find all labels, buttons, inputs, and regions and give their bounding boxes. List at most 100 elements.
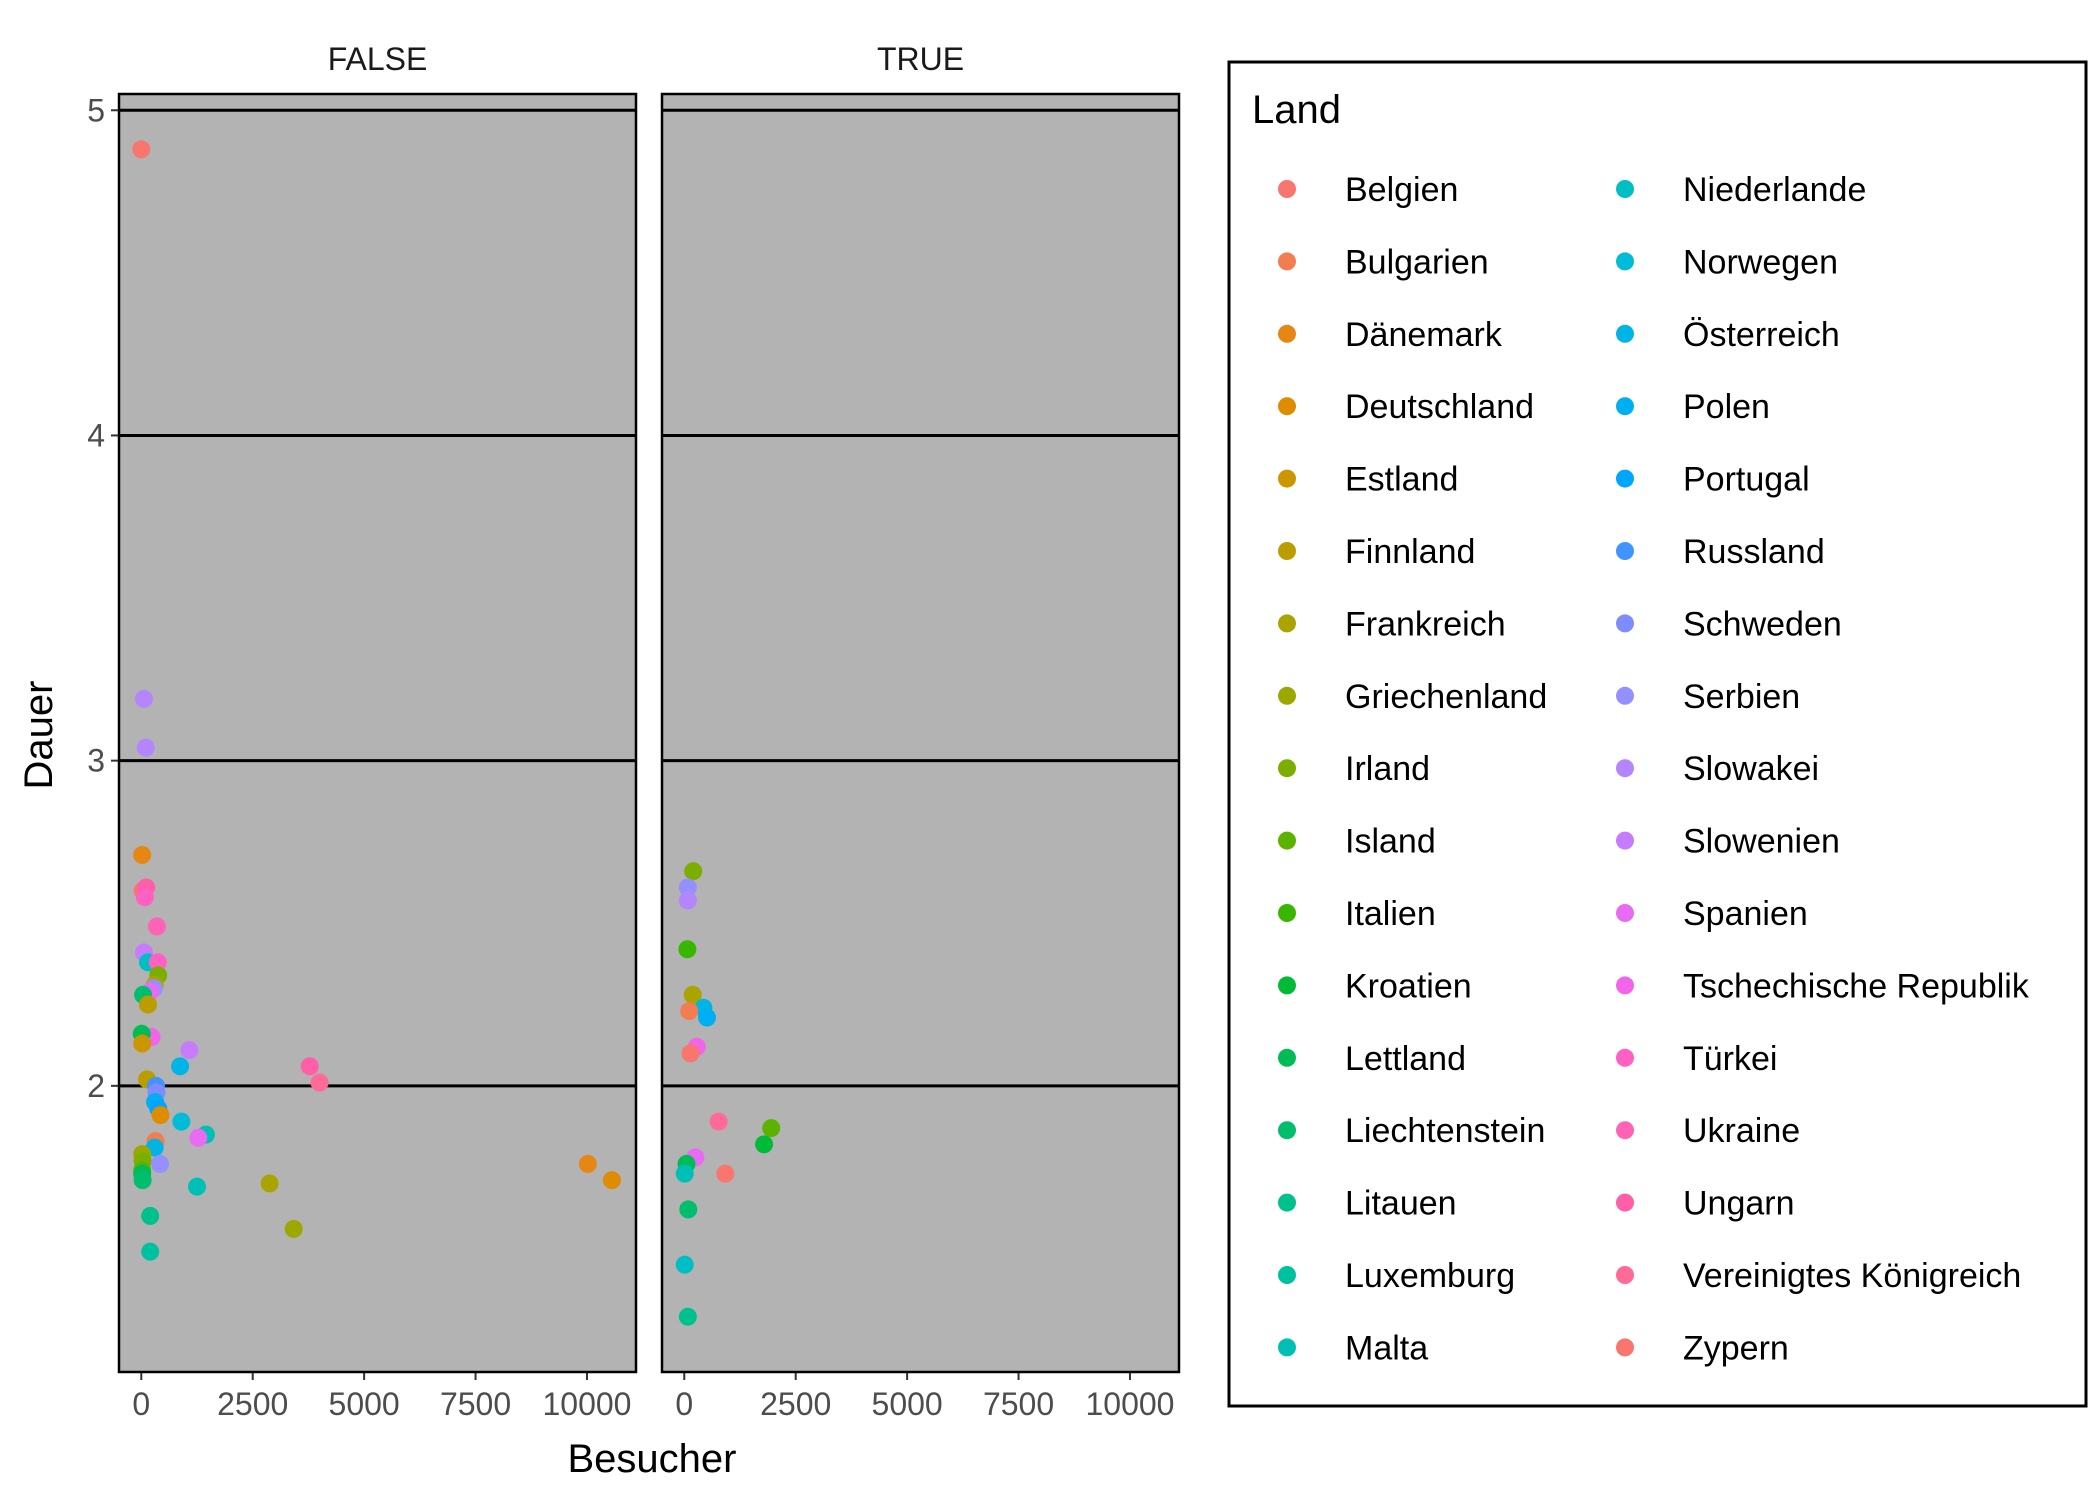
legend-key <box>1616 831 1634 850</box>
legend-item: Estland <box>1278 461 1458 499</box>
legend-item: Litauen <box>1278 1185 1457 1223</box>
data-point <box>680 1002 699 1021</box>
legend-key <box>1616 1266 1634 1284</box>
legend-key <box>1278 1266 1296 1284</box>
legend-item: Liechtenstein <box>1278 1112 1545 1150</box>
legend-item: Serbien <box>1616 678 1800 716</box>
legend-key <box>1278 1338 1296 1357</box>
x-tick-label: 0 <box>675 1386 693 1422</box>
legend-key <box>1278 831 1296 850</box>
legend-key <box>1616 1048 1634 1067</box>
data-point <box>136 738 155 757</box>
legend-label: Belgien <box>1345 171 1458 209</box>
legend-key <box>1616 252 1634 271</box>
legend-item: Österreich <box>1616 316 1840 354</box>
legend-item: Kroatien <box>1278 967 1472 1005</box>
legend-label: Slowenien <box>1683 823 1840 861</box>
data-point <box>189 1128 208 1147</box>
facet-strip-label: TRUE <box>877 41 964 77</box>
legend-item: Ungarn <box>1616 1185 1795 1223</box>
legend-key <box>1278 904 1296 922</box>
legend-item: Frankreich <box>1278 605 1506 643</box>
legend-item: Finnland <box>1278 533 1475 571</box>
legend-key <box>1278 252 1296 271</box>
legend-label: Norwegen <box>1683 243 1838 281</box>
legend-item: Niederlande <box>1616 171 1866 209</box>
legend-label: Frankreich <box>1345 605 1506 643</box>
panel-border <box>117 92 638 1374</box>
legend-key <box>1616 904 1634 922</box>
legend-key <box>1616 759 1634 778</box>
data-point <box>138 995 157 1014</box>
legend-label: Schweden <box>1683 605 1842 643</box>
x-tick-label: 2500 <box>217 1386 288 1422</box>
x-axis-label: Besucher <box>568 1437 737 1481</box>
legend-item: Slowakei <box>1616 750 1819 788</box>
data-point <box>171 1057 190 1076</box>
legend-label: Portugal <box>1683 461 1810 499</box>
data-point <box>755 1135 774 1154</box>
legend-key <box>1278 397 1296 416</box>
legend-key <box>1616 397 1634 416</box>
legend-key <box>1616 324 1634 343</box>
data-point <box>284 1219 303 1238</box>
x-tick-label: 5000 <box>329 1386 400 1422</box>
legend-label: Griechenland <box>1345 678 1547 716</box>
legend-item: Ukraine <box>1616 1112 1800 1150</box>
legend-label: Vereinigtes Königreich <box>1683 1257 2021 1295</box>
legend-key <box>1616 614 1634 633</box>
legend-label: Bulgarien <box>1345 243 1489 281</box>
legend-item: Vereinigtes Königreich <box>1616 1257 2021 1295</box>
legend-item: Schweden <box>1616 605 1842 643</box>
data-point <box>133 845 152 864</box>
facet-panel-false: FALSE 2 3 4 5 0 2500 5000 7500 10000 <box>87 41 638 1422</box>
legend-label: Irland <box>1345 750 1430 788</box>
legend-item: Griechenland <box>1278 678 1547 716</box>
data-point <box>300 1057 319 1076</box>
data-point <box>141 1206 160 1225</box>
legend-key <box>1616 542 1634 560</box>
legend-key <box>1278 180 1296 198</box>
data-point <box>135 888 154 907</box>
legend-label: Deutschland <box>1345 388 1534 426</box>
legend-label: Niederlande <box>1683 171 1866 209</box>
data-point <box>698 1008 717 1027</box>
legend-item: Slowenien <box>1616 823 1840 861</box>
data-point <box>678 1307 697 1326</box>
data-point <box>141 1242 160 1261</box>
data-point <box>578 1154 597 1173</box>
x-tick-label: 2500 <box>760 1386 831 1422</box>
data-point <box>260 1174 279 1193</box>
y-axis-label: Dauer <box>17 681 61 790</box>
legend-label: Russland <box>1683 533 1825 571</box>
x-tick-label: 10000 <box>1085 1386 1174 1422</box>
y-tick-label: 3 <box>87 743 105 779</box>
legend-key <box>1278 976 1296 995</box>
legend-key <box>1616 180 1634 198</box>
legend-item: Polen <box>1616 388 1770 426</box>
data-point <box>683 985 702 1004</box>
legend-label: Serbien <box>1683 678 1800 716</box>
data-point <box>151 1106 170 1125</box>
legend-label: Estland <box>1345 461 1458 499</box>
legend-item: Malta <box>1278 1329 1428 1367</box>
x-tick-label: 0 <box>132 1386 150 1422</box>
data-point <box>172 1112 191 1131</box>
facet-panels: FALSE 2 3 4 5 0 2500 5000 7500 10000 TRUE 0 2500 5000… <box>87 41 1181 1422</box>
data-point <box>180 1041 199 1060</box>
legend-key <box>1278 1048 1296 1067</box>
data-point <box>187 1177 206 1196</box>
y-tick-label: 2 <box>87 1068 105 1104</box>
legend-key <box>1616 1338 1634 1357</box>
legend-label: Lettland <box>1345 1040 1466 1078</box>
legend-label: Spanien <box>1683 895 1808 933</box>
legend-box <box>1227 60 2088 1408</box>
legend-item: Bulgarien <box>1278 243 1489 281</box>
panel-background <box>119 94 636 1372</box>
legend-item: Italien <box>1278 895 1436 933</box>
legend-label: Ukraine <box>1683 1112 1800 1150</box>
legend-key <box>1616 1121 1634 1140</box>
y-tick-label: 4 <box>87 417 105 453</box>
legend-item: Irland <box>1278 750 1430 788</box>
